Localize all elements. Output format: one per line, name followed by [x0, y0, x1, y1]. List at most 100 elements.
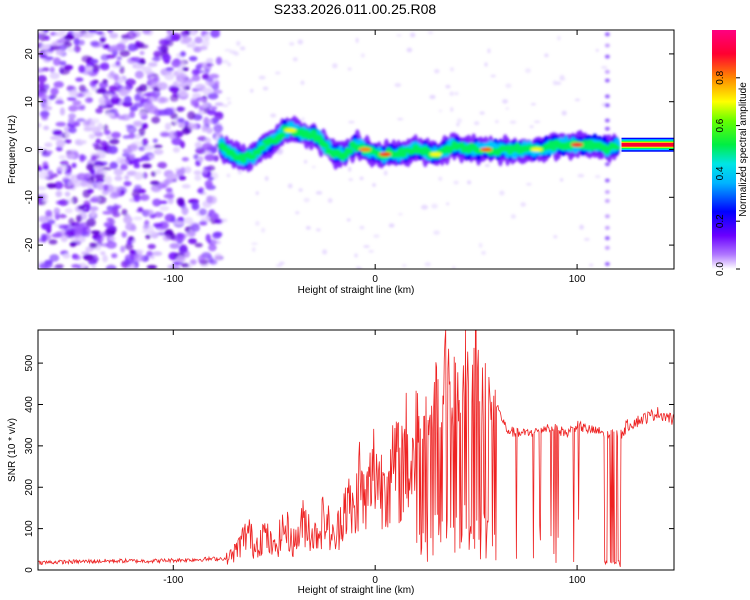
spectrogram-noise-cell	[125, 222, 136, 231]
spectrogram-noise-cell	[148, 155, 155, 160]
snr-x-tick-label: 0	[372, 575, 378, 586]
spectrogram-noise-cell	[63, 34, 75, 40]
spectrogram-noise-cell	[181, 126, 191, 135]
spectrogram-noise-cell	[194, 141, 202, 149]
spectrogram-noise-cell	[162, 234, 171, 242]
spectrogram-noise-cell	[533, 120, 541, 124]
spectrogram-noise-cell	[55, 121, 67, 127]
spectrogram-noise-cell	[111, 131, 121, 139]
spectrogram-noise-cell	[83, 254, 95, 261]
spectrogram-noise-cell	[64, 169, 72, 176]
spectrogram-noise-cell	[452, 265, 456, 269]
spectrogram-noise-cell	[139, 194, 150, 201]
spectrogram-noise-cell	[55, 190, 63, 198]
snr-x-tick-label: -100	[163, 575, 183, 586]
spectrogram-noise-cell	[221, 218, 228, 223]
colorbar-tick-label: 0.6	[715, 118, 726, 132]
spectrogram-noise-cell	[73, 44, 81, 53]
snr-frame	[37, 329, 675, 571]
spectrogram-noise-cell	[107, 145, 118, 155]
spectrogram-noise-cell	[44, 142, 53, 148]
spectrogram-noise-cell	[137, 207, 144, 212]
spectrogram-noise-cell	[75, 235, 86, 243]
spectrogram-noise-cell	[79, 154, 85, 163]
spectrogram-y-tick-label: 0	[24, 146, 35, 152]
spectrogram-noise-cell	[595, 48, 599, 52]
spectrogram-noise-cell	[193, 170, 202, 175]
spectrogram-noise-cell	[363, 245, 370, 248]
spectrogram-noise-cell	[193, 154, 199, 160]
spectrogram-noise-cell	[123, 180, 131, 187]
spectrogram-noise-cell	[195, 146, 206, 155]
spectrogram-noise-cell	[76, 214, 83, 223]
spectrogram-noise-field	[38, 30, 610, 269]
spectrogram-noise-cell	[98, 96, 108, 106]
spectrogram-noise-cell	[38, 32, 42, 40]
spectrogram-noise-cell	[89, 210, 97, 218]
spectrogram-noise-cell	[165, 187, 173, 193]
spectrogram-noise-cell	[239, 46, 246, 51]
spectrogram-noise-cell	[206, 58, 214, 64]
spectrogram-noise-cell	[199, 208, 207, 216]
spectrogram-noise-cell	[583, 237, 590, 241]
spectrogram-noise-cell	[118, 76, 125, 84]
spectrogram-noise-cell	[604, 94, 610, 99]
spectrogram-noise-cell	[138, 84, 148, 92]
spectrogram-noise-cell	[221, 104, 229, 107]
spectrogram-noise-cell	[64, 133, 71, 138]
spectrogram-noise-cell	[89, 242, 98, 248]
spectrogram-noise-cell	[138, 111, 147, 117]
spectrogram-noise-cell	[169, 86, 180, 93]
spectrogram-noise-cell	[78, 39, 85, 46]
spectrogram-noise-cell	[102, 79, 108, 84]
spectrogram-noise-cell	[315, 191, 323, 195]
spectrogram-noise-cell	[204, 68, 210, 75]
spectrogram-noise-cell	[68, 117, 75, 125]
spectrogram-noise-cell	[89, 167, 95, 175]
spectrogram-noise-cell	[178, 91, 189, 97]
spectrogram-noise-cell	[122, 148, 133, 154]
spectrogram-noise-cell	[139, 58, 146, 65]
spectrogram-noise-cell	[155, 169, 162, 175]
ridge-cell	[613, 145, 621, 151]
spectrogram-noise-cell	[128, 263, 136, 269]
spectrogram-noise-cell	[604, 245, 610, 250]
spectrogram-noise-cell	[237, 169, 242, 175]
spectrogram-noise-cell	[181, 157, 190, 162]
spectrogram-noise-cell	[158, 221, 169, 230]
spectrogram-noise-cell	[214, 80, 220, 86]
spectrogram-noise-cell	[589, 263, 594, 267]
spectrogram-noise-cell	[167, 173, 179, 181]
spectrogram-noise-cell	[150, 171, 157, 177]
spectrogram-noise-cell	[102, 44, 111, 50]
spectrogram-noise-cell	[64, 139, 72, 144]
spectrogram-noise-cell	[255, 220, 260, 226]
spectrogram-noise-cell	[292, 57, 298, 62]
spectrogram-noise-cell	[68, 105, 78, 112]
spectrogram-noise-cell	[108, 236, 117, 242]
chart-title: S233.2026.011.00.25.R08	[273, 1, 437, 17]
spectrogram-noise-cell	[153, 144, 163, 149]
spectrogram-noise-cell	[97, 182, 104, 191]
spectrogram-noise-cell	[173, 220, 184, 226]
spectrogram-noise-cell	[183, 250, 191, 258]
spectrogram-noise-cell	[526, 182, 532, 186]
spectrogram-noise-cell	[141, 138, 149, 147]
spectrogram-noise-cell	[39, 110, 50, 118]
spectrogram-noise-cell	[104, 129, 111, 136]
spectrogram-noise-cell	[49, 72, 60, 80]
spectrogram-noise-cell	[109, 191, 120, 199]
spectrogram-noise-cell	[73, 224, 80, 231]
spectrogram-noise-cell	[113, 73, 120, 82]
spectrogram-noise-cell	[140, 155, 151, 161]
spectrogram-noise-cell	[55, 139, 66, 148]
spectrogram-noise-cell	[221, 59, 229, 64]
ridge-hotspot	[429, 152, 442, 157]
spectrogram-noise-cell	[79, 30, 88, 34]
spectrogram-noise-cell	[133, 194, 141, 203]
spectrogram-noise-cell	[123, 215, 133, 224]
spectrogram-noise-cell	[453, 180, 459, 185]
spectrogram-noise-cell	[77, 205, 85, 210]
spectrogram-noise-cell	[478, 242, 483, 248]
